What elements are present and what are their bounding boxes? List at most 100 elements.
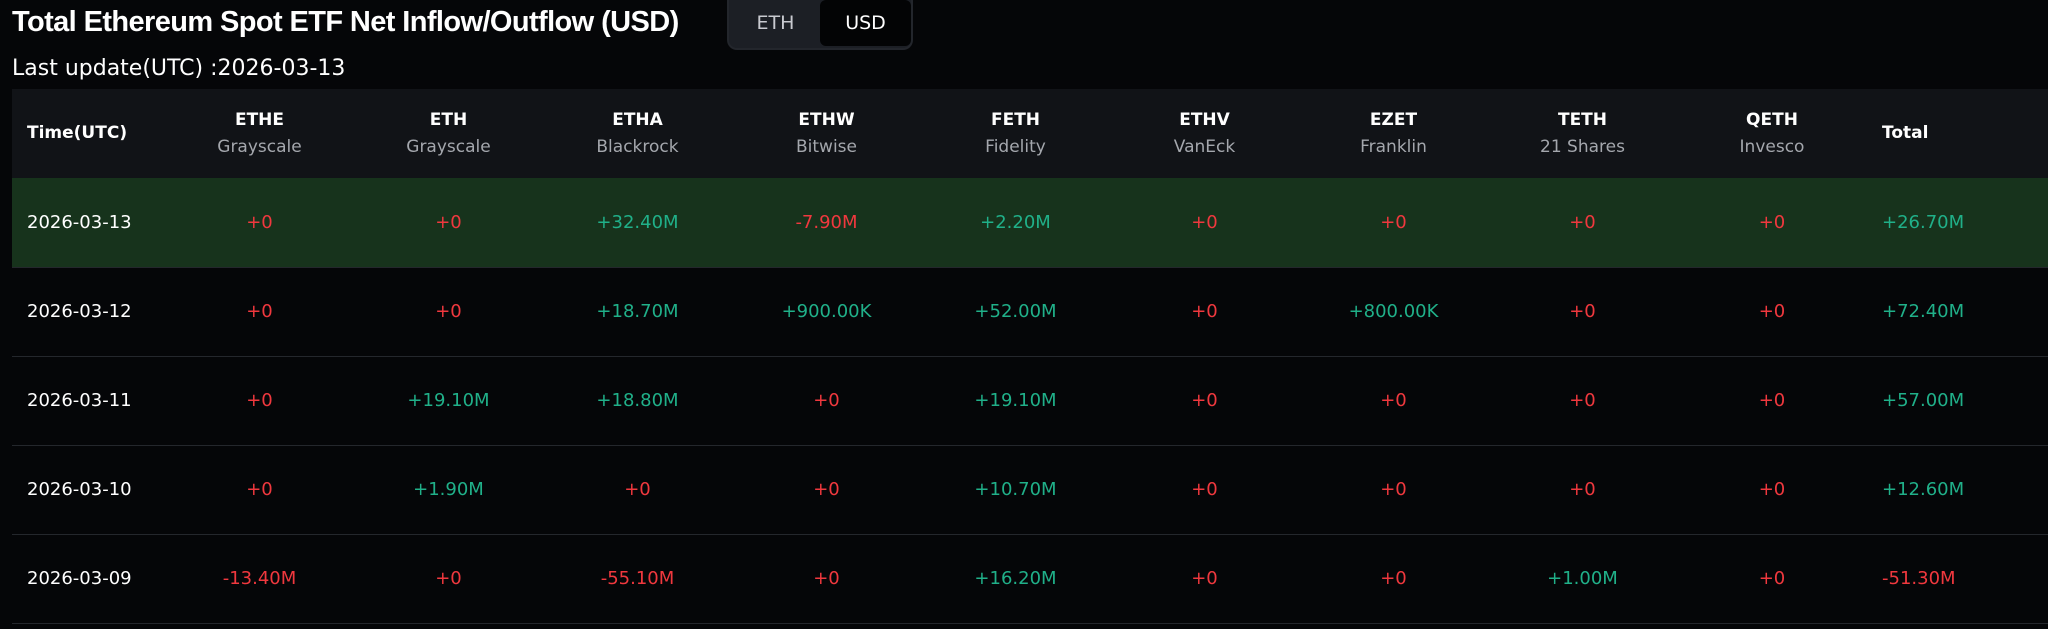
- column-header-ezet: EZET Franklin: [1299, 89, 1488, 178]
- row-total: +12.60M: [1882, 479, 1965, 500]
- flow-value: +0: [1380, 390, 1407, 411]
- column-issuer: Grayscale: [406, 136, 491, 157]
- column-header-ethv: ETHV VanEck: [1110, 89, 1299, 178]
- flow-value: +0: [1191, 390, 1218, 411]
- table-row: 2026-03-13 +0 +0 +32.40M -7.90M +2.20M +0 +0 +0 +…: [12, 178, 2048, 267]
- flow-value: +0: [435, 568, 462, 589]
- table-header-row: Time(UTC) ETHE Grayscale ETH Grayscale ETHA Bl…: [12, 89, 2048, 178]
- flow-value: +0: [1191, 301, 1218, 322]
- row-date: 2026-03-13: [27, 211, 132, 233]
- toggle-usd-button[interactable]: USD: [820, 0, 911, 46]
- flow-value: +0: [1758, 568, 1786, 589]
- flow-value: +0: [1569, 301, 1596, 322]
- flow-value: +0: [1569, 390, 1596, 411]
- flow-value: -55.10M: [600, 568, 675, 589]
- flow-value: +0: [1758, 211, 1786, 233]
- column-ticker: TETH: [1557, 109, 1608, 130]
- row-date: 2026-03-12: [27, 301, 132, 322]
- flow-value: +0: [435, 301, 462, 322]
- column-ticker: Total: [1882, 123, 1929, 143]
- column-header-ethe: ETHE Grayscale: [165, 89, 354, 178]
- column-issuer: Bitwise: [796, 136, 857, 157]
- flow-value: +0: [813, 390, 840, 411]
- etf-flow-table: Time(UTC) ETHE Grayscale ETH Grayscale ETHA Bl…: [12, 89, 2048, 624]
- column-issuer: 21 Shares: [1540, 136, 1625, 157]
- flow-value: +0: [624, 479, 651, 500]
- toggle-eth-button[interactable]: ETH: [756, 12, 795, 34]
- column-issuer: Grayscale: [217, 136, 302, 157]
- flow-value: +52.00M: [974, 301, 1057, 322]
- table-row: 2026-03-10 +0 +1.90M +0 +0 +10.70M +0 +0 +0 +0 +12…: [12, 445, 2048, 534]
- column-ticker: EZET: [1369, 109, 1418, 130]
- flow-value: +18.70M: [596, 301, 679, 322]
- last-update-text: Last update(UTC) :2026-03-13: [12, 56, 346, 81]
- row-total: -51.30M: [1882, 568, 1956, 589]
- row-total: +26.70M: [1882, 211, 1965, 233]
- column-issuer: Blackrock: [596, 136, 679, 157]
- row-total: +72.40M: [1882, 301, 1965, 322]
- flow-value: +0: [246, 211, 273, 233]
- unit-toggle: ETH USD: [727, 0, 913, 50]
- column-header-feth: FETH Fidelity: [921, 89, 1110, 178]
- flow-value: +0: [435, 211, 462, 233]
- flow-value: +0: [246, 479, 273, 500]
- column-issuer: Invesco: [1739, 136, 1805, 157]
- column-header-total: Total: [1867, 89, 2048, 178]
- flow-value: +0: [246, 390, 273, 411]
- column-ticker: QETH: [1746, 109, 1798, 130]
- flow-value: +0: [1380, 479, 1407, 500]
- flow-value: +0: [1758, 301, 1786, 322]
- flow-value: +0: [1191, 479, 1218, 500]
- table-row: 2026-03-12 +0 +0 +18.70M +900.00K +52.00M +0 +8…: [12, 267, 2048, 356]
- flow-value: +0: [813, 568, 840, 589]
- column-ticker: ETHW: [798, 109, 855, 130]
- column-issuer: Fidelity: [985, 136, 1046, 157]
- flow-value: +16.20M: [974, 568, 1057, 589]
- flow-value: +0: [1191, 211, 1218, 233]
- column-header-ethw: ETHW Bitwise: [732, 89, 921, 178]
- column-ticker: FETH: [990, 109, 1041, 130]
- page-title: Total Ethereum Spot ETF Net Inflow/Outfl…: [12, 6, 679, 38]
- flow-value: +0: [1191, 568, 1218, 589]
- flow-value: +900.00K: [781, 301, 872, 322]
- row-date: 2026-03-10: [27, 479, 132, 500]
- column-ticker: ETHA: [612, 109, 663, 130]
- flow-value: -13.40M: [222, 568, 297, 589]
- column-issuer: Franklin: [1360, 136, 1427, 157]
- flow-value: +10.70M: [974, 479, 1057, 500]
- flow-value: +18.80M: [596, 390, 679, 411]
- table-row: 2026-03-11 +0 +19.10M +18.80M +0 +19.10M +0 +0 +…: [12, 356, 2048, 445]
- flow-value: +0: [246, 301, 273, 322]
- table-body: 2026-03-13 +0 +0 +32.40M -7.90M +2.20M +0 +0 +0 +…: [12, 178, 2048, 623]
- row-total: +57.00M: [1882, 390, 1965, 411]
- flow-value: +19.10M: [407, 390, 490, 411]
- flow-value: +0: [1380, 568, 1407, 589]
- row-date: 2026-03-09: [27, 568, 132, 589]
- column-header-qeth: QETH Invesco: [1677, 89, 1867, 178]
- flow-value: +19.10M: [974, 390, 1057, 411]
- flow-value: +0: [1569, 479, 1596, 500]
- flow-value: +2.20M: [980, 211, 1051, 233]
- column-ticker: ETHV: [1179, 109, 1230, 130]
- flow-value: +0: [1569, 211, 1596, 233]
- flow-value: +0: [1758, 390, 1786, 411]
- column-header-etha: ETHA Blackrock: [543, 89, 732, 178]
- column-header-teth: TETH 21 Shares: [1488, 89, 1677, 178]
- column-issuer: VanEck: [1173, 136, 1236, 157]
- flow-value: +800.00K: [1348, 301, 1439, 322]
- flow-value: +0: [813, 479, 840, 500]
- flow-value: +0: [1758, 479, 1786, 500]
- flow-value: +1.00M: [1547, 568, 1618, 589]
- column-header-time-utc: Time(UTC): [12, 89, 165, 178]
- flow-value: +0: [1380, 211, 1407, 233]
- column-ticker: ETH: [429, 109, 468, 130]
- flow-value: -7.90M: [795, 211, 858, 233]
- flow-value: +32.40M: [596, 211, 679, 233]
- column-ticker: Time(UTC): [27, 123, 128, 143]
- flow-value: +1.90M: [413, 479, 484, 500]
- column-ticker: ETHE: [234, 109, 285, 130]
- column-header-eth: ETH Grayscale: [354, 89, 543, 178]
- table-row: 2026-03-09 -13.40M +0 -55.10M +0 +16.20M +0 +0 +…: [12, 534, 2048, 623]
- row-date: 2026-03-11: [27, 390, 132, 411]
